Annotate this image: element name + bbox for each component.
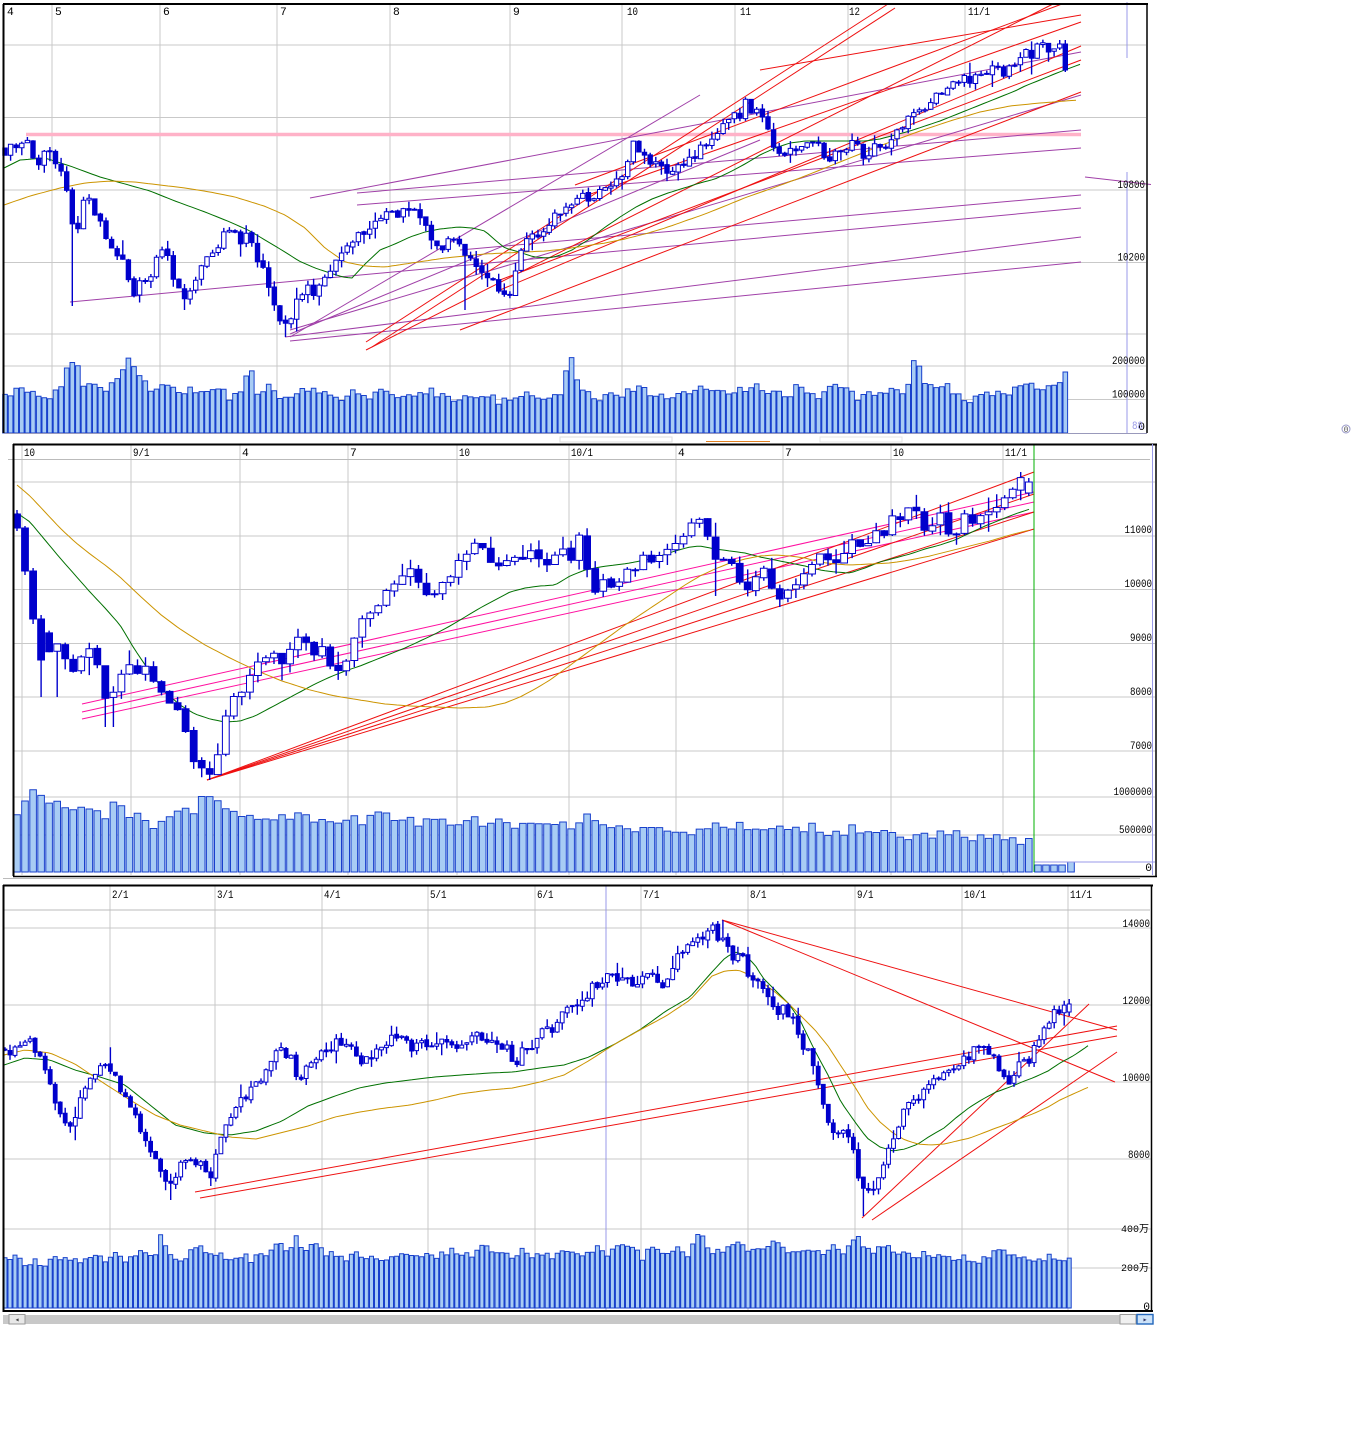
svg-text:6/1: 6/1 xyxy=(537,890,554,902)
svg-text:200万: 200万 xyxy=(1121,1263,1149,1275)
svg-text:9: 9 xyxy=(513,7,520,19)
svg-text:3/1: 3/1 xyxy=(217,890,234,902)
svg-text:0: 0 xyxy=(1145,863,1152,875)
svg-text:10800: 10800 xyxy=(1118,180,1146,192)
svg-text:11: 11 xyxy=(740,7,751,19)
svg-text:5/1: 5/1 xyxy=(430,890,447,902)
svg-text:14000: 14000 xyxy=(1123,919,1151,931)
svg-text:10: 10 xyxy=(627,7,638,19)
svg-text:2/1: 2/1 xyxy=(112,890,129,902)
svg-text:11/1: 11/1 xyxy=(1070,890,1092,902)
svg-text:10/1: 10/1 xyxy=(964,890,986,902)
svg-text:9/1: 9/1 xyxy=(133,448,150,460)
svg-text:11/1: 11/1 xyxy=(968,7,990,19)
svg-text:4: 4 xyxy=(678,448,685,460)
svg-text:10000: 10000 xyxy=(1125,579,1153,591)
svg-text:7000: 7000 xyxy=(1130,741,1152,753)
svg-text:4/1: 4/1 xyxy=(324,890,341,902)
svg-text:1000000: 1000000 xyxy=(1114,787,1153,799)
svg-text:12000: 12000 xyxy=(1123,996,1151,1008)
svg-text:6: 6 xyxy=(163,7,170,19)
svg-text:7: 7 xyxy=(280,7,287,19)
svg-text:4: 4 xyxy=(7,7,14,19)
svg-text:10000: 10000 xyxy=(1123,1073,1151,1085)
svg-text:8/1: 8/1 xyxy=(750,890,767,902)
svg-text:200000: 200000 xyxy=(1112,356,1145,368)
svg-text:12: 12 xyxy=(849,7,860,19)
svg-text:400万: 400万 xyxy=(1121,1224,1149,1236)
svg-text:8000: 8000 xyxy=(1128,1150,1150,1162)
svg-text:10: 10 xyxy=(24,448,35,460)
svg-text:11000: 11000 xyxy=(1125,525,1153,537)
svg-text:10/1: 10/1 xyxy=(571,448,593,460)
svg-text:7: 7 xyxy=(350,448,357,460)
svg-text:0: 0 xyxy=(1143,1302,1150,1314)
svg-text:0: 0 xyxy=(1138,422,1145,434)
svg-text:8: 8 xyxy=(393,7,400,19)
svg-text:11/1: 11/1 xyxy=(1005,448,1027,460)
svg-text:◂: ◂ xyxy=(15,1316,20,1325)
svg-text:10: 10 xyxy=(459,448,470,460)
svg-text:88: 88 xyxy=(1132,421,1143,433)
svg-text:4: 4 xyxy=(242,448,249,460)
svg-text:▸: ▸ xyxy=(1143,1316,1148,1325)
svg-text:9000: 9000 xyxy=(1130,633,1152,645)
svg-text:100000: 100000 xyxy=(1112,390,1145,402)
svg-text:5: 5 xyxy=(55,7,62,19)
svg-text:500000: 500000 xyxy=(1119,825,1152,837)
svg-text:7/1: 7/1 xyxy=(643,890,660,902)
svg-text:10200: 10200 xyxy=(1118,253,1146,265)
svg-text:8000: 8000 xyxy=(1130,687,1152,699)
svg-text:9/1: 9/1 xyxy=(857,890,874,902)
svg-text:7: 7 xyxy=(785,448,792,460)
svg-text:10: 10 xyxy=(893,448,904,460)
svg-text:0: 0 xyxy=(1344,426,1349,435)
